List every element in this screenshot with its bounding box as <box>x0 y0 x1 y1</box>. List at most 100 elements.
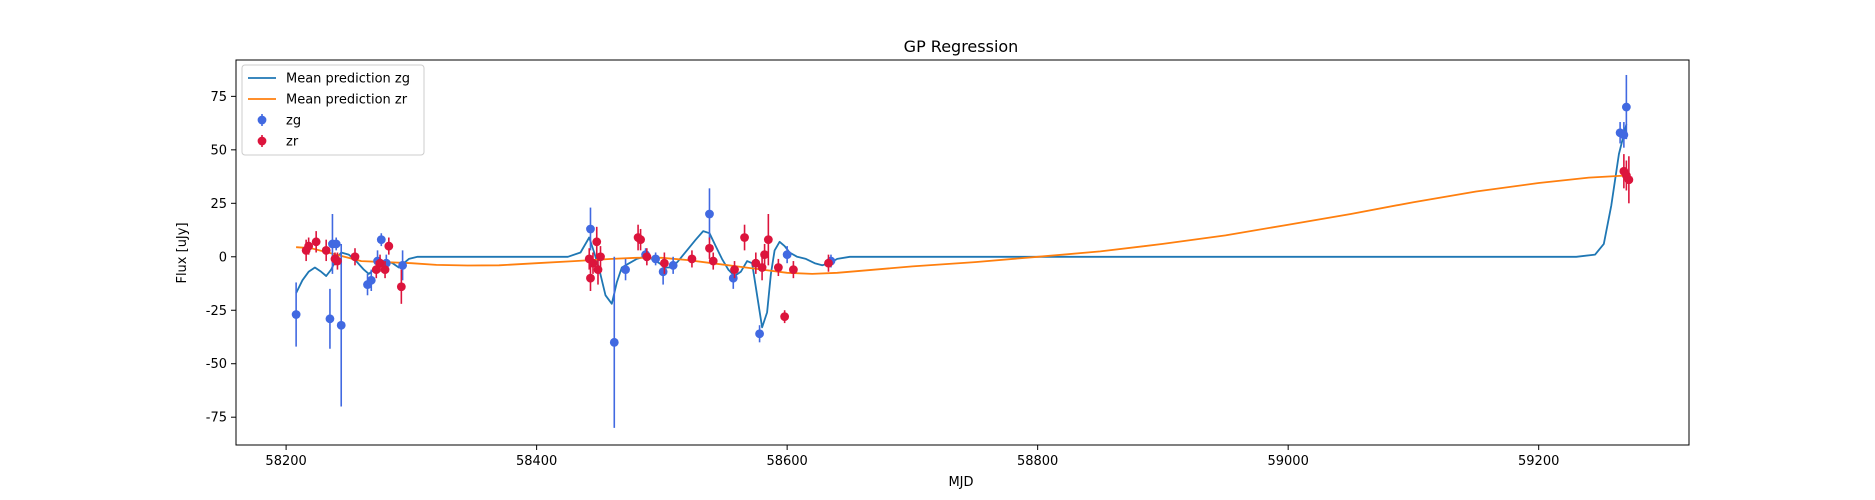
y-tick-label: 0 <box>219 250 227 265</box>
data-point-zr <box>396 269 406 304</box>
point-marker <box>325 314 335 324</box>
y-axis-label: Flux [uJy] <box>175 222 190 283</box>
point-marker <box>789 265 798 275</box>
point-marker <box>730 265 739 275</box>
data-point-zr <box>596 246 605 268</box>
legend-entry: Mean prediction zr <box>248 93 408 108</box>
x-tick-label: 59000 <box>1267 454 1308 469</box>
point-marker <box>780 312 790 322</box>
data-point-zg <box>336 243 346 407</box>
data-point-zr <box>586 265 595 291</box>
data-point-zg <box>621 258 630 281</box>
point-marker <box>773 263 783 272</box>
point-marker <box>763 235 773 245</box>
point-marker <box>740 233 749 242</box>
point-marker <box>824 258 833 268</box>
x-tick-label: 58400 <box>516 454 557 469</box>
data-point-zg <box>609 256 619 428</box>
legend-label: Mean prediction zr <box>286 93 408 108</box>
point-marker <box>708 256 718 266</box>
data-point-zg <box>325 288 335 349</box>
data-point-zr <box>636 228 645 251</box>
x-tick-label: 58600 <box>766 454 807 469</box>
point-marker <box>376 235 386 245</box>
x-tick-label: 59200 <box>1518 454 1559 469</box>
plot-area-frame <box>235 59 1690 446</box>
observation-points <box>291 74 1634 428</box>
data-point-zr <box>659 252 669 274</box>
point-marker <box>705 243 714 253</box>
point-marker <box>398 260 407 270</box>
data-point-zr <box>321 239 331 262</box>
point-marker <box>687 254 697 264</box>
chart-title: GP Regression <box>904 37 1019 56</box>
point-marker <box>371 265 381 275</box>
point-marker <box>658 267 668 277</box>
point-marker <box>586 224 595 234</box>
point-marker <box>331 239 341 249</box>
point-marker <box>1624 175 1634 185</box>
data-point-zr <box>705 237 714 259</box>
point-marker <box>588 258 598 268</box>
point-marker <box>782 250 792 260</box>
data-point-zr <box>592 226 602 257</box>
point-marker <box>586 273 595 283</box>
y-tick-label: 75 <box>210 90 227 105</box>
point-marker <box>321 245 331 255</box>
point-marker <box>755 329 764 339</box>
point-marker <box>350 252 360 262</box>
point-marker <box>642 252 652 262</box>
y-axis-ticks: -75 -50 -25 0 25 50 75 <box>206 90 236 426</box>
data-point-zr <box>740 224 749 251</box>
data-point-zr <box>333 252 342 270</box>
legend-entry: zg <box>257 114 301 129</box>
data-point-zr <box>350 248 360 266</box>
y-tick-label: 25 <box>210 197 227 212</box>
point-marker <box>596 252 605 262</box>
data-point-zr <box>380 261 390 279</box>
point-marker <box>609 337 619 347</box>
legend-marker-swatch <box>257 136 267 146</box>
data-point-zr <box>751 252 761 274</box>
data-point-zg <box>782 246 792 264</box>
point-marker <box>375 258 385 268</box>
point-marker <box>384 241 394 251</box>
legend-marker-swatch <box>257 115 267 125</box>
data-point-zr <box>708 252 718 270</box>
point-marker <box>1621 102 1631 112</box>
data-point-zr <box>789 261 798 279</box>
point-marker <box>336 320 346 330</box>
data-point-zr <box>763 214 773 266</box>
y-tick-label: 50 <box>210 143 227 158</box>
point-marker <box>311 237 321 247</box>
data-point-zr <box>780 310 790 324</box>
y-tick-label: -50 <box>206 357 227 372</box>
data-point-zg <box>366 269 376 291</box>
point-marker <box>333 256 342 266</box>
mean-line-zg <box>295 123 1628 329</box>
data-point-zg <box>651 252 661 266</box>
y-tick-label: -25 <box>206 304 227 319</box>
point-marker <box>760 250 769 260</box>
data-point-zr <box>1624 156 1634 204</box>
data-point-zg <box>376 233 386 247</box>
legend-label: zg <box>286 114 301 129</box>
data-point-zg <box>668 256 678 274</box>
data-point-zr <box>642 248 652 266</box>
data-point-zr <box>311 231 321 253</box>
y-tick-label: -75 <box>206 411 227 426</box>
x-axis-label: MJD <box>948 475 973 490</box>
point-marker <box>380 265 390 275</box>
point-marker <box>651 254 661 264</box>
point-marker <box>1619 130 1629 140</box>
data-point-zg <box>331 237 341 251</box>
x-tick-label: 58800 <box>1017 454 1058 469</box>
point-marker <box>636 235 645 245</box>
data-point-zr <box>773 258 783 277</box>
legend-entry: Mean prediction zg <box>248 72 410 87</box>
data-point-zr <box>760 243 769 266</box>
legend-box <box>241 64 425 156</box>
legend-label: zr <box>286 135 299 150</box>
point-marker <box>592 237 602 247</box>
